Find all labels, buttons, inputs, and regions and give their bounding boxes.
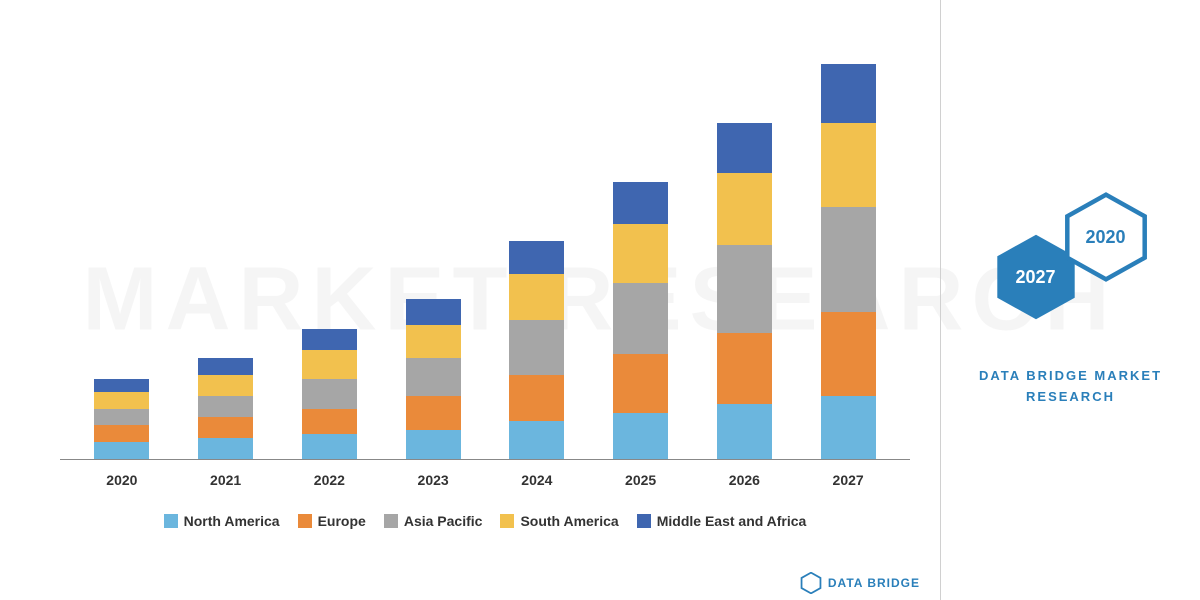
bar-segment — [509, 375, 564, 421]
legend-label: South America — [520, 513, 618, 529]
bar-group — [302, 329, 357, 459]
footer-logo-text: DATA BRIDGE — [828, 576, 920, 590]
brand-text: DATA BRIDGE MARKET RESEARCH — [979, 366, 1162, 408]
bar-segment — [198, 396, 253, 417]
bar-segment — [613, 283, 668, 354]
x-axis-label: 2021 — [198, 472, 253, 488]
bar-segment — [717, 173, 772, 244]
bar-group — [198, 358, 253, 459]
chart-legend: North America Europe Asia Pacific South Ame… — [60, 513, 910, 529]
x-axis-label: 2025 — [613, 472, 668, 488]
x-axis-label: 2023 — [406, 472, 461, 488]
bar-segment — [302, 379, 357, 408]
bar-segment — [94, 425, 149, 442]
bar-group — [509, 241, 564, 459]
bar-segment — [509, 320, 564, 375]
chart-area: 2020 2021 2022 2023 2024 2025 2026 2027 North A… — [0, 0, 940, 600]
legend-swatch — [500, 514, 514, 528]
legend-label: North America — [184, 513, 280, 529]
bar-segment — [406, 299, 461, 324]
legend-swatch — [384, 514, 398, 528]
bar-segment — [613, 413, 668, 459]
bar-segment — [509, 421, 564, 459]
bar-segment — [302, 434, 357, 459]
bar-segment — [821, 312, 876, 396]
x-axis-labels: 2020 2021 2022 2023 2024 2025 2026 2027 — [60, 460, 910, 488]
legend-item: Europe — [298, 513, 366, 529]
bar-segment — [94, 442, 149, 459]
bar-segment — [94, 392, 149, 409]
bar-segment — [821, 64, 876, 123]
bar-segment — [406, 430, 461, 459]
bar-segment — [821, 207, 876, 312]
legend-label: Asia Pacific — [404, 513, 483, 529]
bar-segment — [717, 123, 772, 173]
x-axis-label: 2020 — [94, 472, 149, 488]
brand-line-2: RESEARCH — [979, 387, 1162, 408]
bar-segment — [613, 354, 668, 413]
main-layout: 2020 2021 2022 2023 2024 2025 2026 2027 North A… — [0, 0, 1200, 600]
footer-logo: DATA BRIDGE — [800, 572, 920, 594]
legend-label: Europe — [318, 513, 366, 529]
bar-segment — [406, 396, 461, 430]
bar-segment — [717, 404, 772, 459]
legend-item: Middle East and Africa — [637, 513, 807, 529]
x-axis-label: 2026 — [717, 472, 772, 488]
x-axis-label: 2024 — [509, 472, 564, 488]
bar-segment — [198, 417, 253, 438]
hex-year-outline: 2020 — [1085, 227, 1125, 248]
legend-item: Asia Pacific — [384, 513, 483, 529]
bar-segment — [302, 409, 357, 434]
bar-segment — [198, 438, 253, 459]
legend-swatch — [298, 514, 312, 528]
bar-segment — [821, 123, 876, 207]
x-axis-label: 2022 — [302, 472, 357, 488]
bar-segment — [406, 325, 461, 359]
x-axis-label: 2027 — [821, 472, 876, 488]
hex-badge-group: 2027 2020 — [981, 192, 1161, 342]
bar-segment — [509, 274, 564, 320]
bar-segment — [94, 409, 149, 426]
bar-group — [613, 182, 668, 459]
side-panel: 2027 2020 DATA BRIDGE MARKET RESEARCH — [940, 0, 1200, 600]
chart-plot — [60, 40, 910, 460]
legend-item: South America — [500, 513, 618, 529]
bar-segment — [302, 329, 357, 350]
bar-group — [717, 123, 772, 459]
bar-segment — [198, 358, 253, 375]
brand-line-1: DATA BRIDGE MARKET — [979, 366, 1162, 387]
bar-segment — [717, 245, 772, 333]
bar-segment — [821, 396, 876, 459]
bar-segment — [302, 350, 357, 379]
hex-year-filled: 2027 — [1015, 267, 1055, 288]
bar-segment — [509, 241, 564, 275]
bar-group — [406, 299, 461, 459]
legend-swatch — [637, 514, 651, 528]
bar-segment — [613, 224, 668, 283]
bar-segment — [717, 333, 772, 404]
footer-logo-icon — [800, 572, 822, 594]
bar-group — [94, 379, 149, 459]
bar-segment — [94, 379, 149, 392]
hex-badge-outline: 2020 — [1061, 192, 1151, 282]
legend-label: Middle East and Africa — [657, 513, 807, 529]
bar-segment — [613, 182, 668, 224]
legend-swatch — [164, 514, 178, 528]
legend-item: North America — [164, 513, 280, 529]
bar-segment — [406, 358, 461, 396]
bar-group — [821, 64, 876, 459]
bar-segment — [198, 375, 253, 396]
